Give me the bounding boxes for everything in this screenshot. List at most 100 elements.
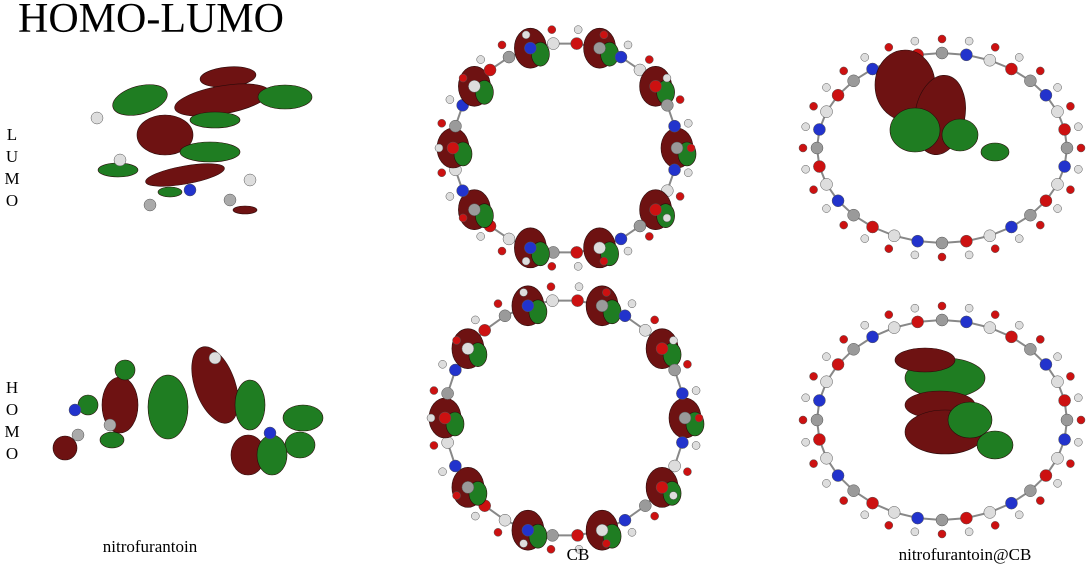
atom bbox=[572, 295, 584, 307]
atom bbox=[438, 119, 446, 127]
atom bbox=[596, 524, 608, 536]
atom bbox=[499, 310, 511, 322]
orbital-lobe bbox=[977, 431, 1013, 459]
caption: nitrofurantoin@CB bbox=[899, 545, 1032, 564]
atom bbox=[462, 343, 474, 355]
atom bbox=[822, 205, 830, 213]
atom bbox=[1061, 414, 1073, 426]
atom bbox=[439, 468, 447, 476]
atom bbox=[960, 512, 972, 524]
atom bbox=[524, 42, 536, 54]
atom bbox=[822, 479, 830, 487]
atom bbox=[848, 209, 860, 221]
atom bbox=[69, 404, 81, 416]
atom bbox=[596, 300, 608, 312]
atom bbox=[663, 74, 671, 82]
atom bbox=[430, 387, 438, 395]
atom bbox=[888, 230, 900, 242]
atom bbox=[522, 257, 530, 265]
atom bbox=[802, 394, 810, 402]
atom bbox=[442, 387, 454, 399]
atom bbox=[1066, 186, 1074, 194]
atom bbox=[1051, 376, 1063, 388]
atom bbox=[938, 35, 946, 43]
atom bbox=[1059, 161, 1071, 173]
atom bbox=[546, 295, 558, 307]
atom bbox=[802, 123, 810, 131]
atom bbox=[821, 178, 833, 190]
atom bbox=[1066, 460, 1074, 468]
atom bbox=[264, 427, 276, 439]
atom bbox=[821, 376, 833, 388]
row-letter: L bbox=[7, 125, 17, 144]
atom bbox=[912, 235, 924, 247]
atom bbox=[813, 394, 825, 406]
row-letter: O bbox=[6, 191, 18, 210]
atom bbox=[1054, 205, 1062, 213]
atom bbox=[822, 353, 830, 361]
atom bbox=[867, 221, 879, 233]
row-letter: H bbox=[6, 378, 18, 397]
atom bbox=[484, 64, 496, 76]
atom bbox=[960, 49, 972, 61]
atom bbox=[446, 192, 454, 200]
atom bbox=[602, 540, 610, 548]
atom bbox=[1077, 416, 1085, 424]
atom bbox=[645, 232, 653, 240]
atom bbox=[669, 492, 677, 500]
figure: HOMO-LUMO LUMOHOMO nitrofurantoin CB nit… bbox=[0, 0, 1086, 565]
orbital-lobe bbox=[148, 375, 188, 439]
atom bbox=[965, 304, 973, 312]
atom bbox=[888, 506, 900, 518]
atom bbox=[936, 237, 948, 249]
atom bbox=[650, 204, 662, 216]
atom bbox=[628, 300, 636, 308]
atom bbox=[651, 512, 659, 520]
atom bbox=[683, 468, 691, 476]
atom bbox=[991, 245, 999, 253]
atom bbox=[1074, 123, 1082, 131]
atom bbox=[615, 233, 627, 245]
atom bbox=[669, 164, 681, 176]
atom bbox=[938, 530, 946, 538]
atom bbox=[911, 37, 919, 45]
atom bbox=[802, 165, 810, 173]
caption: nitrofurantoin bbox=[103, 537, 198, 556]
atom bbox=[832, 195, 844, 207]
atom bbox=[813, 161, 825, 173]
atom bbox=[984, 506, 996, 518]
atom bbox=[594, 42, 606, 54]
atom bbox=[209, 352, 221, 364]
atom bbox=[522, 31, 530, 39]
orbital-lobe bbox=[942, 119, 978, 151]
atom bbox=[960, 316, 972, 328]
row-letter: O bbox=[6, 400, 18, 419]
atom bbox=[912, 316, 924, 328]
atom bbox=[439, 360, 447, 368]
atom bbox=[1059, 394, 1071, 406]
atom bbox=[799, 416, 807, 424]
atom bbox=[499, 514, 511, 526]
atom bbox=[656, 481, 668, 493]
figure-title: HOMO-LUMO bbox=[18, 0, 284, 42]
atom bbox=[821, 106, 833, 118]
atom bbox=[991, 521, 999, 529]
atom bbox=[676, 387, 688, 399]
atom bbox=[1024, 485, 1036, 497]
atom bbox=[522, 300, 534, 312]
atom bbox=[695, 414, 703, 422]
atom bbox=[645, 56, 653, 64]
atom bbox=[671, 142, 683, 154]
row-letter: U bbox=[6, 147, 18, 166]
atom bbox=[848, 485, 860, 497]
atom bbox=[813, 123, 825, 135]
atom bbox=[861, 321, 869, 329]
atom bbox=[651, 316, 659, 324]
atom bbox=[684, 169, 692, 177]
atom bbox=[965, 251, 973, 259]
atom bbox=[683, 360, 691, 368]
atom bbox=[1036, 497, 1044, 505]
atom bbox=[1066, 372, 1074, 380]
atom bbox=[848, 75, 860, 87]
orbital-lobe bbox=[895, 348, 955, 372]
